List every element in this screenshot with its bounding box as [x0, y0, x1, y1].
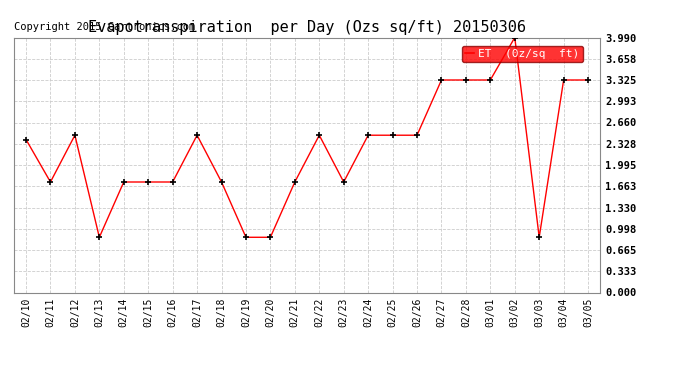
Text: Copyright 2015 Cartronics.com: Copyright 2015 Cartronics.com: [14, 22, 195, 32]
Legend: ET  (0z/sq  ft): ET (0z/sq ft): [462, 46, 583, 62]
Title: Evapotranspiration  per Day (Ozs sq/ft) 20150306: Evapotranspiration per Day (Ozs sq/ft) 2…: [88, 20, 526, 35]
